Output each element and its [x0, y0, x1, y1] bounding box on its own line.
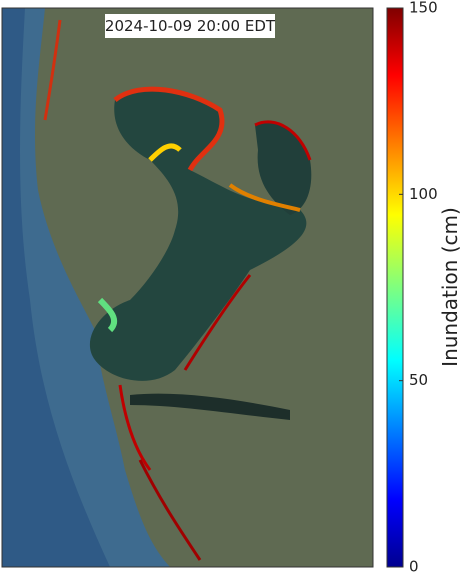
- colorbar: [386, 7, 404, 568]
- map-frame: [1, 7, 374, 568]
- timestamp: 2024-10-09 20:00 EDT: [105, 17, 276, 35]
- tick-label: 0: [409, 558, 419, 575]
- tick-label: 100: [409, 185, 438, 203]
- tick-label: 50: [409, 371, 428, 389]
- map: 2024-10-09 20:00 EDT: [2, 8, 373, 567]
- tick-label: 150: [409, 0, 438, 17]
- timestamp-box: [105, 14, 275, 38]
- colorbar-label: Inundation (cm): [438, 207, 462, 367]
